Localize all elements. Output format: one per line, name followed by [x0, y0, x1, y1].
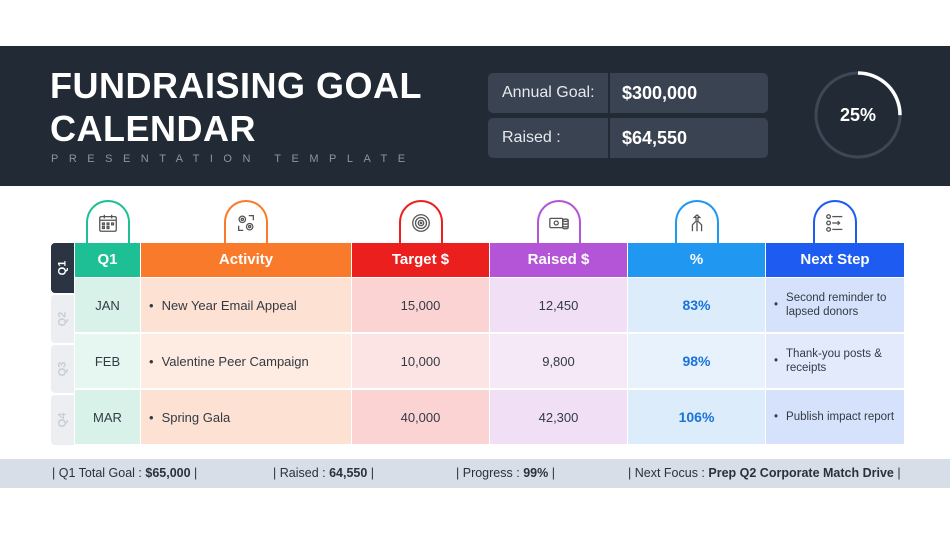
progress-ring-arc — [814, 71, 902, 159]
next-step-cell: • Publish impact report — [766, 390, 904, 444]
progress-percent: 25% — [839, 105, 877, 125]
quarter-tab-q3[interactable]: Q3 — [51, 345, 74, 393]
target-cell: 10,000 — [352, 334, 489, 388]
steps-icon — [813, 200, 857, 244]
progress-ring — [814, 71, 902, 159]
activity-cell: Spring Gala — [141, 390, 351, 444]
footer-progress-label: Progress : — [462, 466, 520, 480]
quarter-tab-q1[interactable]: Q1 — [51, 243, 74, 293]
footer-focus-value: Prep Q2 Corporate Match Drive — [708, 466, 894, 480]
footer-raised-value: 64,550 — [329, 466, 368, 480]
quarter-tab-label: Q4 — [56, 412, 69, 428]
next-step-line: Publish impact report — [786, 411, 895, 423]
target-cell: 40,000 — [352, 390, 489, 444]
title-line-2: CALENDAR — [50, 108, 256, 149]
gears-icon — [224, 200, 268, 244]
header-q1: Q1 — [75, 243, 140, 277]
raised-cell: 9,800 — [490, 334, 627, 388]
footer-progress-value: 99% — [523, 466, 549, 480]
header-activity: Activity — [141, 243, 351, 277]
next-step-line: receipts — [786, 362, 827, 374]
quarter-tab-label: Q2 — [56, 311, 69, 327]
pct-cell: 98% — [628, 334, 765, 388]
activity-cell: New Year Email Appeal — [141, 278, 351, 332]
quarter-tab-label: Q3 — [56, 361, 69, 377]
month-cell: JAN — [75, 278, 140, 332]
summary-footer: | Q1 Total Goal : $65,000 | | Raised : 6… — [0, 459, 950, 488]
target-icon — [399, 200, 443, 244]
title-line-1: FUNDRAISING GOAL — [50, 65, 422, 106]
footer-progress: | Progress : 99% | — [456, 466, 555, 480]
month-cell: FEB — [75, 334, 140, 388]
page-subtitle: PRESENTATION TEMPLATE — [51, 153, 416, 165]
quarter-tab-q4[interactable]: Q4 — [51, 395, 74, 445]
footer-focus: | Next Focus : Prep Q2 Corporate Match D… — [628, 466, 901, 480]
quarter-tab-label: Q1 — [56, 260, 69, 276]
activity-cell: Valentine Peer Campaign — [141, 334, 351, 388]
target-cell: 15,000 — [352, 278, 489, 332]
footer-raised-label: Raised : — [279, 466, 326, 480]
header-target: Target $ — [352, 243, 489, 277]
annual-goal-value: $300,000 — [610, 73, 768, 113]
next-step-line: Thank-you posts & — [786, 348, 882, 360]
next-step-cell: • Thank-you posts & receipts — [766, 334, 904, 388]
raised-cell: 12,450 — [490, 278, 627, 332]
quarter-tab-q2[interactable]: Q2 — [51, 295, 74, 343]
pct-cell: 106% — [628, 390, 765, 444]
month-cell: MAR — [75, 390, 140, 444]
header-next-step: Next Step — [766, 243, 904, 277]
pct-cell: 83% — [628, 278, 765, 332]
footer-goal: | Q1 Total Goal : $65,000 | — [52, 466, 198, 480]
raised-label: Raised : — [488, 118, 608, 158]
calendar-icon — [86, 200, 130, 244]
growth-icon — [675, 200, 719, 244]
footer-goal-value: $65,000 — [145, 466, 191, 480]
annual-goal-label: Annual Goal: — [488, 73, 608, 113]
header-pct: % — [628, 243, 765, 277]
next-step-cell: • Second reminder to lapsed donors — [766, 278, 904, 332]
next-step-line: lapsed donors — [786, 306, 859, 318]
footer-raised: | Raised : 64,550 | — [273, 466, 375, 480]
raised-cell: 42,300 — [490, 390, 627, 444]
raised-value: $64,550 — [610, 118, 768, 158]
page-title: FUNDRAISING GOAL CALENDAR — [50, 64, 422, 150]
header-raised: Raised $ — [490, 243, 627, 277]
footer-focus-label: Next Focus : — [634, 466, 705, 480]
footer-goal-label: Q1 Total Goal : — [58, 466, 142, 480]
header-band: FUNDRAISING GOAL CALENDAR PRESENTATION T… — [0, 46, 950, 186]
money-icon — [537, 200, 581, 244]
next-step-line: Second reminder to — [786, 292, 887, 304]
